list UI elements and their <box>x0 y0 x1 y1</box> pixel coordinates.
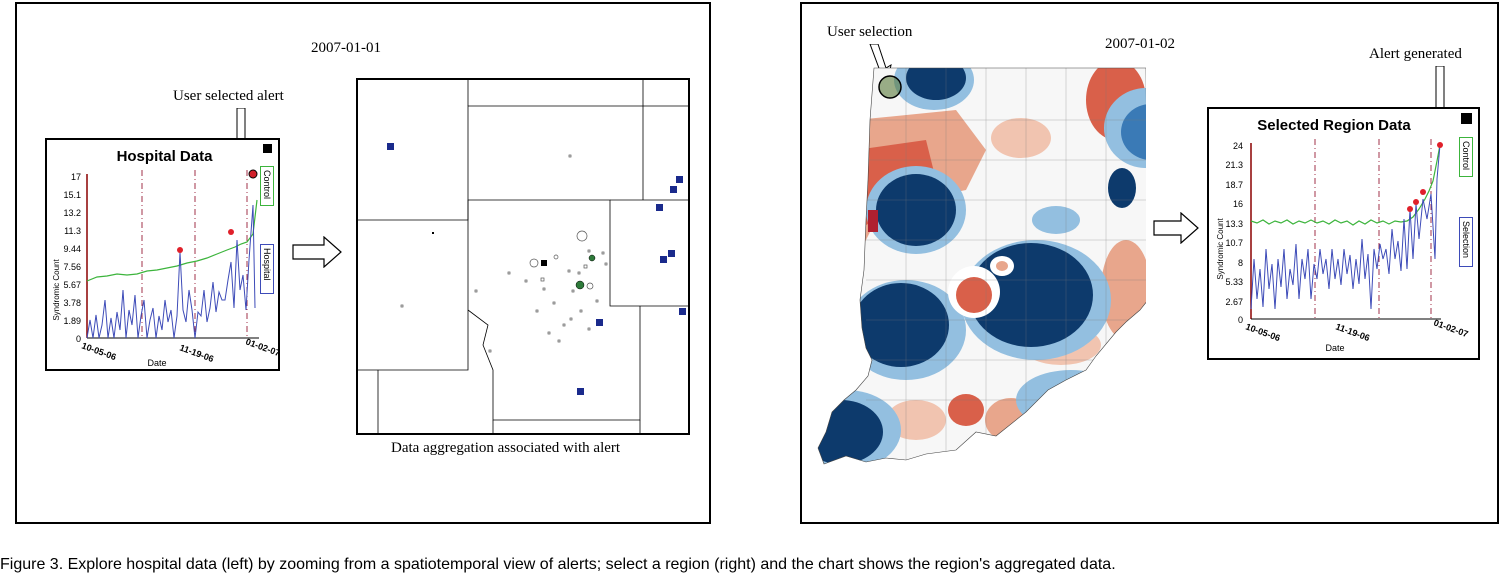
right-figure-panel: User selection 2007-01-02 Alert generate… <box>800 2 1499 524</box>
legend-control-label: Control <box>1461 141 1471 170</box>
hosp-ytick-3: 11.3 <box>64 226 81 236</box>
hosp-xtick-0: 10-05-06 <box>80 340 117 362</box>
map-caption: Data aggregation associated with alert <box>391 440 621 456</box>
reg-xlabel: Date <box>1325 343 1344 353</box>
reg-ytick-5: 10.7 <box>1225 238 1243 248</box>
hosp-ytick-4: 9.44 <box>63 244 81 254</box>
hosp-ytick-5: 7.56 <box>63 262 81 272</box>
hosp-ytick-1: 15.1 <box>63 190 81 200</box>
reg-ytick-0: 24 <box>1233 141 1243 151</box>
save-icon[interactable] <box>263 144 272 153</box>
reg-ytick-9: 0 <box>1238 315 1243 325</box>
hosp-ytick-9: 0 <box>76 334 81 344</box>
right-arrow-icon-2 <box>1153 212 1199 244</box>
hosp-xtick-1: 11-19-06 <box>178 342 215 364</box>
hosp-ytick-2: 13.2 <box>63 208 81 218</box>
reg-ytick-6: 8 <box>1238 258 1243 268</box>
legend-hospital-box[interactable]: Hospital <box>260 244 274 294</box>
right-date-label: 2007-01-02 <box>1105 36 1175 52</box>
hosp-ytick-8: 1.89 <box>63 316 81 326</box>
hosp-ytick-0: 17 <box>71 172 81 182</box>
county-aggregation-map[interactable] <box>356 78 690 435</box>
left-figure-panel: 2007-01-01 User selected alert Hospital … <box>15 2 711 524</box>
hosp-ylabel: Syndromic Count <box>52 259 61 321</box>
reg-ytick-4: 13.3 <box>1225 219 1243 229</box>
reg-xtick-0: 10-05-06 <box>1244 321 1281 343</box>
selected-region-chart[interactable]: Selected Region Data 24 21.3 18.7 16 13.… <box>1207 107 1480 360</box>
reg-ytick-2: 18.7 <box>1225 180 1243 190</box>
reg-xtick-2: 01-02-07 <box>1432 317 1469 339</box>
county-map-svg <box>358 80 688 433</box>
legend-hospital-label: Hospital <box>262 248 272 281</box>
legend-selection-box[interactable]: Selection <box>1459 217 1473 267</box>
user-selection-label: User selection <box>827 24 913 40</box>
legend-control-box[interactable]: Control <box>260 166 274 206</box>
hosp-ytick-6: 5.67 <box>63 280 81 290</box>
figure-caption: Figure 3. Explore hospital data (left) b… <box>0 556 1116 573</box>
legend-control-label: Control <box>262 170 272 199</box>
hosp-xtick-2: 01-02-07 <box>244 336 278 358</box>
selection-circle <box>878 75 902 99</box>
left-date-label: 2007-01-01 <box>311 40 381 56</box>
legend-control-box[interactable]: Control <box>1459 137 1473 177</box>
hospital-data-chart[interactable]: Hospital Data 17 15.1 13.2 11.3 <box>45 138 280 371</box>
hospital-chart-title: Hospital Data <box>116 148 213 165</box>
reg-ytick-7: 5.33 <box>1225 277 1243 287</box>
hosp-xlabel: Date <box>147 358 166 368</box>
region-chart-title: Selected Region Data <box>1257 117 1411 134</box>
user-selected-alert-label: User selected alert <box>173 88 284 104</box>
reg-ytick-1: 21.3 <box>1225 160 1243 170</box>
legend-selection-label: Selection <box>1461 221 1471 258</box>
reg-xtick-1: 11-19-06 <box>1334 321 1371 343</box>
region-chart-plot: 24 21.3 18.7 16 13.3 10.7 8 5.33 2.67 0 … <box>1216 139 1470 353</box>
save-icon[interactable] <box>1461 113 1472 124</box>
hospital-chart-plot: 17 15.1 13.2 11.3 9.44 7.56 5.67 3.78 1.… <box>52 169 278 368</box>
reg-ytick-8: 2.67 <box>1225 297 1243 307</box>
right-arrow-icon <box>292 236 342 268</box>
reg-ytick-3: 16 <box>1233 199 1243 209</box>
alert-generated-label: Alert generated <box>1369 46 1462 62</box>
state-heatmap[interactable] <box>816 60 1146 468</box>
hosp-ytick-7: 3.78 <box>63 298 81 308</box>
reg-ylabel: Syndromic Count <box>1216 218 1225 280</box>
